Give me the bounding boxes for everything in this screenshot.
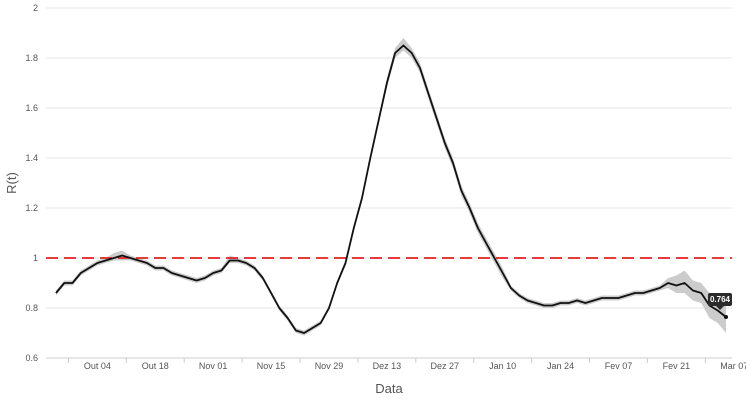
x-tick-label: Fev 07: [605, 361, 633, 371]
x-tick-label: Out 18: [142, 361, 169, 371]
last-value-box: [708, 293, 732, 306]
last-value-label: 0.764: [710, 295, 731, 304]
series-line-layer: [55, 44, 727, 334]
y-tick-label: 1.6: [25, 103, 38, 113]
last-value-box-pointer: [716, 306, 724, 310]
x-tick-label: Jan 10: [489, 361, 516, 371]
x-tick-label: Nov 15: [257, 361, 286, 371]
x-tick-label: Mar 07: [720, 361, 746, 371]
y-tick-label: 2: [33, 3, 38, 13]
x-tick-label: Dez 27: [430, 361, 459, 371]
y-axis-title: R(t): [4, 172, 19, 194]
confidence-band-layer: [56, 38, 726, 336]
y-tick-label: 0.6: [25, 353, 38, 363]
y-tick-label: 1.2: [25, 203, 38, 213]
y-tick-label: 1.8: [25, 53, 38, 63]
x-tick-label: Nov 01: [199, 361, 228, 371]
x-tick-label: Dez 13: [373, 361, 402, 371]
axis-title-layer: R(t) Data: [4, 172, 403, 396]
x-tick-label: Fev 21: [663, 361, 691, 371]
y-tick-label: 0.8: [25, 303, 38, 313]
last-value-tooltip: 0.764: [708, 293, 732, 319]
y-tick-label: 1.4: [25, 153, 38, 163]
x-tick-label: Jan 24: [547, 361, 574, 371]
x-tick-label: Out 04: [84, 361, 111, 371]
confidence-band: [56, 38, 726, 336]
axis-layer: 0.6 0.8 1 1.2 1.4 1.6 1.8 2 Out 04 Out 18 Nov 01 No…: [25, 3, 746, 371]
x-axis-title: Data: [375, 381, 403, 396]
y-tick-label: 1: [33, 253, 38, 263]
grid-layer: [46, 7, 732, 359]
rt-series-line: [55, 44, 727, 334]
last-point-marker: [724, 315, 728, 319]
x-tick-label: Nov 29: [315, 361, 344, 371]
